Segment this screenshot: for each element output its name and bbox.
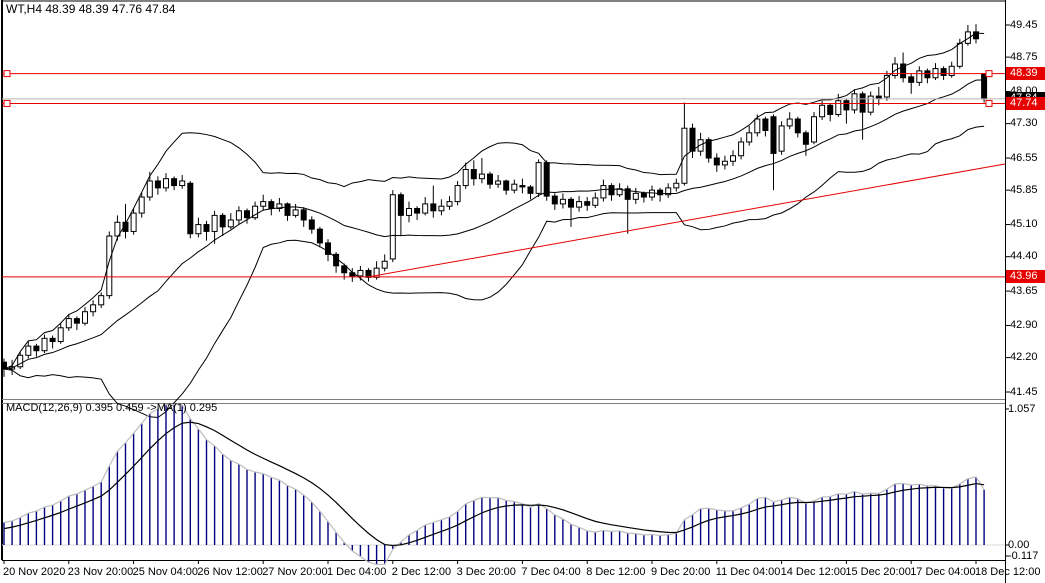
- time-tick-label: 17 Dec 04:00: [910, 566, 976, 578]
- price-tick-label: 42.20: [1010, 351, 1038, 364]
- level-handle[interactable]: [985, 99, 993, 107]
- time-tick-label: 11 Dec 04:00: [715, 566, 781, 578]
- level-badge-43.96: 43.96: [1006, 270, 1045, 284]
- price-tick-label: 44.40: [1010, 250, 1038, 263]
- level-handle[interactable]: [985, 70, 993, 78]
- time-tick-label: 3 Dec 20:00: [456, 566, 516, 578]
- macd-indicator: [2, 403, 1005, 566]
- time-tick-label: 20 Nov 2020: [3, 566, 66, 578]
- time-tick-label: 9 Dec 20:00: [651, 566, 711, 578]
- macd-line: [3, 403, 985, 566]
- time-tick-label: 18 Dec 12:00: [975, 566, 1041, 578]
- level-badge-47.74: 47.74: [1006, 96, 1045, 110]
- price-tick-label: 46.55: [1010, 151, 1038, 164]
- bollinger-bands: [3, 32, 985, 418]
- price-tick-label: 42.90: [1010, 318, 1038, 331]
- price-tick-label: 43.65: [1010, 284, 1038, 297]
- macd-scale-label: -0.117: [1008, 549, 1039, 562]
- price-tick-label: 45.85: [1010, 183, 1038, 196]
- price-tick-label: 45.10: [1010, 218, 1038, 231]
- level-badge-48.39: 48.39: [1006, 67, 1045, 81]
- macd-signal-line: [3, 421, 985, 547]
- time-tick-label: 14 Dec 12:00: [780, 566, 847, 578]
- time-tick-label: 1 Dec 04:00: [327, 566, 387, 578]
- time-tick-label: 2 Dec 12:00: [391, 566, 452, 578]
- macd-indicator-label: MACD(12,26,9) 0.395 0.459 ->MA(1) 0.295: [6, 402, 218, 414]
- time-tick-label: 27 Nov 20:00: [262, 566, 328, 578]
- time-tick-label: 15 Dec 20:00: [845, 566, 911, 578]
- pane-borders: [1, 0, 1010, 583]
- time-tick-label: 7 Dec 04:00: [521, 566, 581, 578]
- time-tick-label: 25 Nov 04:00: [132, 566, 199, 578]
- time-tick-label: 26 Nov 12:00: [197, 566, 263, 578]
- macd-scale-label: 0.00: [1008, 538, 1030, 551]
- time-tick-label: 8 Dec 12:00: [586, 566, 646, 578]
- price-tick-label: 48.75: [1010, 50, 1038, 63]
- time-tick-label: 23 Nov 20:00: [67, 566, 134, 578]
- macd-scale-label: 1.057: [1008, 402, 1036, 415]
- price-tick-label: 49.45: [1010, 18, 1038, 31]
- price-tick-label: 41.45: [1010, 385, 1038, 398]
- candles-series: [1, 24, 988, 377]
- price-tick-label: 47.30: [1010, 117, 1038, 130]
- chart-title: WT,H4 48.39 48.39 47.76 47.84: [6, 2, 176, 16]
- level-handle[interactable]: [3, 99, 11, 107]
- line-objects[interactable]: [2, 70, 1006, 278]
- level-handle[interactable]: [3, 70, 11, 78]
- trendline[interactable]: [368, 163, 1006, 278]
